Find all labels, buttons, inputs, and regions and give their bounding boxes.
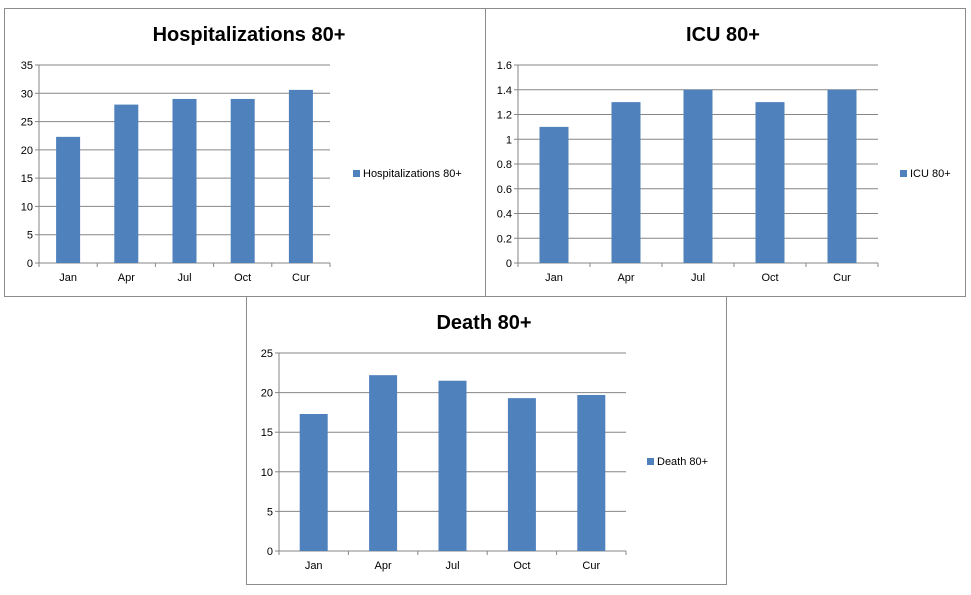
- y-tick-label: 15: [21, 173, 33, 185]
- bar-oct: [507, 398, 536, 551]
- y-tick-label: 30: [21, 88, 33, 100]
- x-tick-label: Jan: [305, 560, 323, 572]
- y-tick-label: 20: [261, 388, 273, 400]
- x-tick-label: Cur: [292, 272, 310, 284]
- chart-title: Death 80+: [436, 312, 531, 334]
- x-tick-label: Jan: [59, 272, 77, 284]
- hospitalizations-chart: Hospitalizations 80+ 0 5 10 15 20 25 30 35 Jan Apr…: [21, 24, 462, 284]
- x-tick-label: Jan: [545, 272, 563, 284]
- x-tick-label: Cur: [582, 560, 600, 572]
- bar-jan: [56, 136, 81, 263]
- y-tick-label: 0: [267, 546, 273, 558]
- bar-jan: [299, 413, 328, 551]
- bar-jan: [539, 126, 569, 263]
- y-tick-label: 1.2: [497, 110, 512, 122]
- legend-swatch: [900, 170, 907, 177]
- y-tick-label: 1.4: [497, 85, 512, 97]
- x-tick-label: Oct: [513, 560, 530, 572]
- legend-label: Hospitalizations 80+: [363, 168, 462, 180]
- bar-jul: [683, 89, 713, 263]
- bar-apr: [611, 102, 641, 263]
- legend-label: Death 80+: [657, 456, 708, 468]
- bar-cur: [288, 89, 313, 264]
- legend-label: ICU 80+: [910, 168, 951, 180]
- chart-panel-icu: ICU 80+ 0 0.2 0.4 0.6 0.8 1 1.2 1.4 1.6 Jan Apr Jul O…: [485, 8, 966, 297]
- y-tick-label: 0.6: [497, 184, 512, 196]
- chart-panel-death: Death 80+ 0 5 10 15 20 25 Jan Apr Jul Oct Cur Death …: [246, 296, 727, 585]
- y-tick-label: 15: [261, 427, 273, 439]
- x-tick-label: Cur: [833, 272, 851, 284]
- y-tick-label: 25: [261, 348, 273, 360]
- legend-swatch: [647, 458, 654, 465]
- y-tick-label: 35: [21, 60, 33, 72]
- y-tick-label: 20: [21, 145, 33, 157]
- x-tick-label: Jul: [177, 272, 191, 284]
- bar-apr: [114, 104, 139, 263]
- y-tick-label: 5: [27, 230, 33, 242]
- x-tick-label: Jul: [445, 560, 459, 572]
- bar-jul: [172, 98, 197, 263]
- death-chart: Death 80+ 0 5 10 15 20 25 Jan Apr Jul Oct Cur Death …: [261, 312, 708, 572]
- x-tick-label: Oct: [761, 272, 778, 284]
- bar-cur: [577, 394, 606, 551]
- bar-oct: [230, 98, 255, 263]
- chart-title: Hospitalizations 80+: [153, 24, 346, 46]
- x-tick-label: Apr: [118, 272, 135, 284]
- chart-title: ICU 80+: [686, 24, 760, 46]
- bar-cur: [827, 89, 857, 263]
- bar-jul: [438, 380, 467, 551]
- bar-oct: [755, 102, 785, 263]
- legend-swatch: [353, 170, 360, 177]
- y-tick-label: 0: [506, 258, 512, 270]
- y-tick-label: 25: [21, 117, 33, 129]
- y-tick-label: 1: [506, 134, 512, 146]
- x-tick-label: Jul: [691, 272, 705, 284]
- y-tick-label: 10: [261, 467, 273, 479]
- x-tick-label: Oct: [234, 272, 251, 284]
- y-tick-label: 0.2: [497, 233, 512, 245]
- chart-panel-hospitalizations: Hospitalizations 80+ 0 5 10 15 20 25 30 35 Jan Apr…: [4, 8, 486, 297]
- y-tick-label: 0.4: [497, 209, 512, 221]
- y-tick-label: 0: [27, 258, 33, 270]
- y-tick-label: 1.6: [497, 60, 512, 72]
- y-tick-label: 5: [267, 506, 273, 518]
- y-tick-label: 0.8: [497, 159, 512, 171]
- x-tick-label: Apr: [375, 560, 392, 572]
- bar-apr: [369, 375, 398, 551]
- x-tick-label: Apr: [617, 272, 634, 284]
- icu-chart: ICU 80+ 0 0.2 0.4 0.6 0.8 1 1.2 1.4 1.6 Jan Apr Jul O…: [497, 24, 951, 284]
- y-tick-label: 10: [21, 201, 33, 213]
